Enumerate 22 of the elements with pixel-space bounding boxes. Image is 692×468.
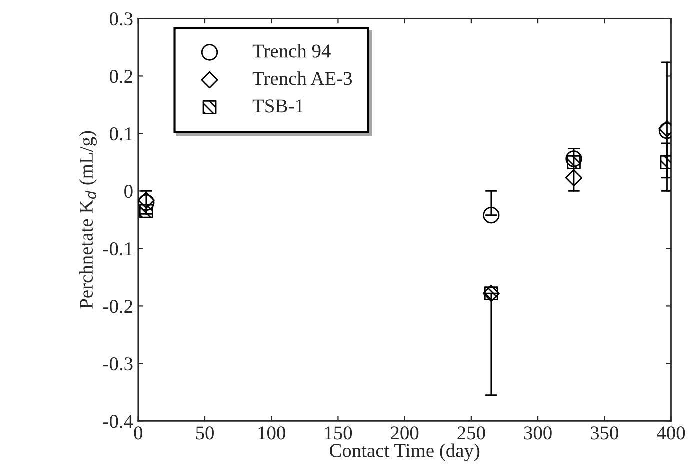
y-tick-label: 0.2 <box>110 70 132 84</box>
legend-label: TSB-1 <box>252 100 304 113</box>
legend-label: Trench 94 <box>252 44 331 58</box>
x-tick-label: 50 <box>196 426 214 440</box>
y-tick-label: 0 <box>124 185 133 198</box>
y-tick-label: 0.1 <box>110 128 132 141</box>
y-tick-label: 0.3 <box>110 12 133 26</box>
x-axis-title: Contact Time (day) <box>330 444 480 462</box>
y-tick-label: -0.4 <box>103 415 134 428</box>
y-tick-label: -0.1 <box>103 242 132 256</box>
legend-label: Trench AE-3 <box>252 72 352 86</box>
x-tick-label: 250 <box>458 426 486 440</box>
x-tick-label: 200 <box>391 426 419 440</box>
y-tick-label: -0.2 <box>103 300 132 314</box>
y-axis-title: Perchnetate K$_{d}$ (mL/g) <box>79 131 98 309</box>
x-tick-label: 150 <box>325 426 352 440</box>
x-tick-label: 100 <box>258 426 286 440</box>
x-tick-label: 0 <box>134 426 143 440</box>
x-tick-label: 350 <box>590 426 618 440</box>
y-tick-label: -0.3 <box>103 358 133 371</box>
x-tick-label: 300 <box>524 426 552 440</box>
x-tick-label: 400 <box>657 426 686 440</box>
